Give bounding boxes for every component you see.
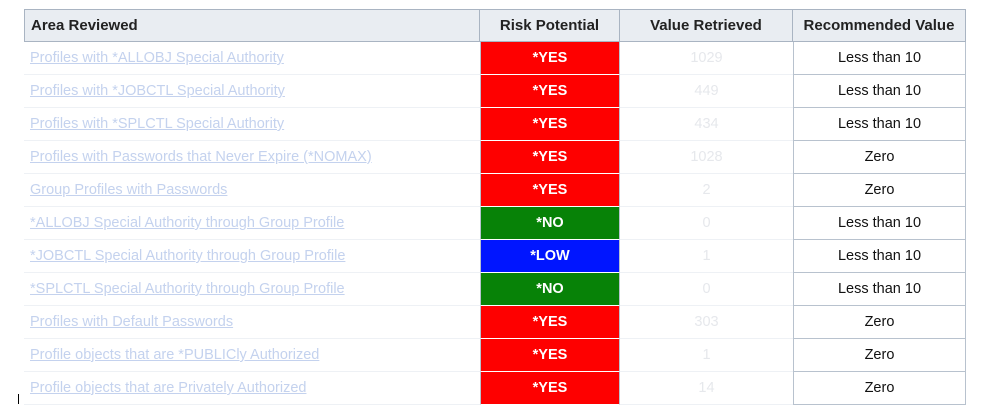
recommended-value-cell: Zero [793,141,966,174]
area-cell: Profile objects that are Privately Autho… [24,372,480,405]
value-retrieved-cell: 1028 [620,141,793,174]
area-reviewed-link[interactable]: Profiles with Passwords that Never Expir… [30,149,372,165]
value-retrieved-cell: 303 [620,306,793,339]
recommended-value-cell: Less than 10 [793,207,966,240]
value-retrieved-cell: 0 [620,207,793,240]
value-retrieved-cell: 0 [620,273,793,306]
recommended-value-cell: Less than 10 [793,273,966,306]
value-retrieved-cell: 1 [620,339,793,372]
table-row: *SPLCTL Special Authority through Group … [24,273,966,306]
table-row: Group Profiles with Passwords *YES 2 Zero [24,174,966,207]
risk-potential-badge: *YES [480,75,620,108]
value-retrieved-cell: 2 [620,174,793,207]
area-cell: Profiles with Default Passwords [24,306,480,339]
recommended-value-cell: Zero [793,306,966,339]
area-reviewed-link[interactable]: *SPLCTL Special Authority through Group … [30,281,345,297]
risk-potential-badge: *YES [480,306,620,339]
area-reviewed-link[interactable]: Profiles with *ALLOBJ Special Authority [30,50,284,66]
header-value-retrieved: Value Retrieved [620,9,793,42]
value-retrieved-cell: 14 [620,372,793,405]
area-cell: *JOBCTL Special Authority through Group … [24,240,480,273]
area-reviewed-link[interactable]: Group Profiles with Passwords [30,182,228,198]
table-row: Profile objects that are *PUBLICly Autho… [24,339,966,372]
header-area-reviewed: Area Reviewed [24,9,480,42]
table-row: Profile objects that are Privately Autho… [24,372,966,405]
risk-potential-badge: *YES [480,174,620,207]
area-cell: Group Profiles with Passwords [24,174,480,207]
table-row: Profiles with Passwords that Never Expir… [24,141,966,174]
area-reviewed-link[interactable]: *JOBCTL Special Authority through Group … [30,248,346,264]
header-risk-potential: Risk Potential [480,9,620,42]
header-recommended-value: Recommended Value [793,9,966,42]
risk-potential-badge: *YES [480,339,620,372]
recommended-value-cell: Zero [793,339,966,372]
risk-potential-badge: *YES [480,372,620,405]
risk-potential-badge: *YES [480,108,620,141]
table-row: Profiles with *SPLCTL Special Authority *… [24,108,966,141]
value-retrieved-cell: 1 [620,240,793,273]
area-cell: Profiles with Passwords that Never Expir… [24,141,480,174]
risk-potential-badge: *NO [480,207,620,240]
area-cell: Profiles with *ALLOBJ Special Authority [24,42,480,75]
recommended-value-cell: Less than 10 [793,240,966,273]
area-reviewed-link[interactable]: Profile objects that are *PUBLICly Autho… [30,347,320,363]
table-header-row: Area Reviewed Risk Potential Value Retri… [24,9,966,42]
area-cell: Profiles with *SPLCTL Special Authority [24,108,480,141]
table-row: Profiles with *ALLOBJ Special Authority *… [24,42,966,75]
table-body: Profiles with *ALLOBJ Special Authority *… [24,42,966,405]
security-review-table: Area Reviewed Risk Potential Value Retri… [24,9,966,405]
area-cell: Profile objects that are *PUBLICly Autho… [24,339,480,372]
recommended-value-cell: Zero [793,174,966,207]
area-cell: *ALLOBJ Special Authority through Group … [24,207,480,240]
value-retrieved-cell: 434 [620,108,793,141]
area-cell: Profiles with *JOBCTL Special Authority [24,75,480,108]
area-reviewed-link[interactable]: Profiles with Default Passwords [30,314,234,330]
area-reviewed-link[interactable]: Profile objects that are Privately Autho… [30,380,307,396]
area-reviewed-link[interactable]: Profiles with *SPLCTL Special Authority [30,116,285,132]
table-row: Profiles with *JOBCTL Special Authority *… [24,75,966,108]
recommended-value-cell: Zero [793,372,966,405]
risk-potential-badge: *YES [480,42,620,75]
risk-potential-badge: *LOW [480,240,620,273]
table-row: Profiles with Default Passwords *YES 303 Ze… [24,306,966,339]
area-cell: *SPLCTL Special Authority through Group … [24,273,480,306]
value-retrieved-cell: 1029 [620,42,793,75]
recommended-value-cell: Less than 10 [793,42,966,75]
recommended-value-cell: Less than 10 [793,75,966,108]
table-row: *JOBCTL Special Authority through Group … [24,240,966,273]
recommended-value-cell: Less than 10 [793,108,966,141]
risk-potential-badge: *NO [480,273,620,306]
area-reviewed-link[interactable]: *ALLOBJ Special Authority through Group … [30,215,345,231]
risk-potential-badge: *YES [480,141,620,174]
value-retrieved-cell: 449 [620,75,793,108]
table-row: *ALLOBJ Special Authority through Group … [24,207,966,240]
text-cursor [18,394,19,404]
area-reviewed-link[interactable]: Profiles with *JOBCTL Special Authority [30,83,285,99]
